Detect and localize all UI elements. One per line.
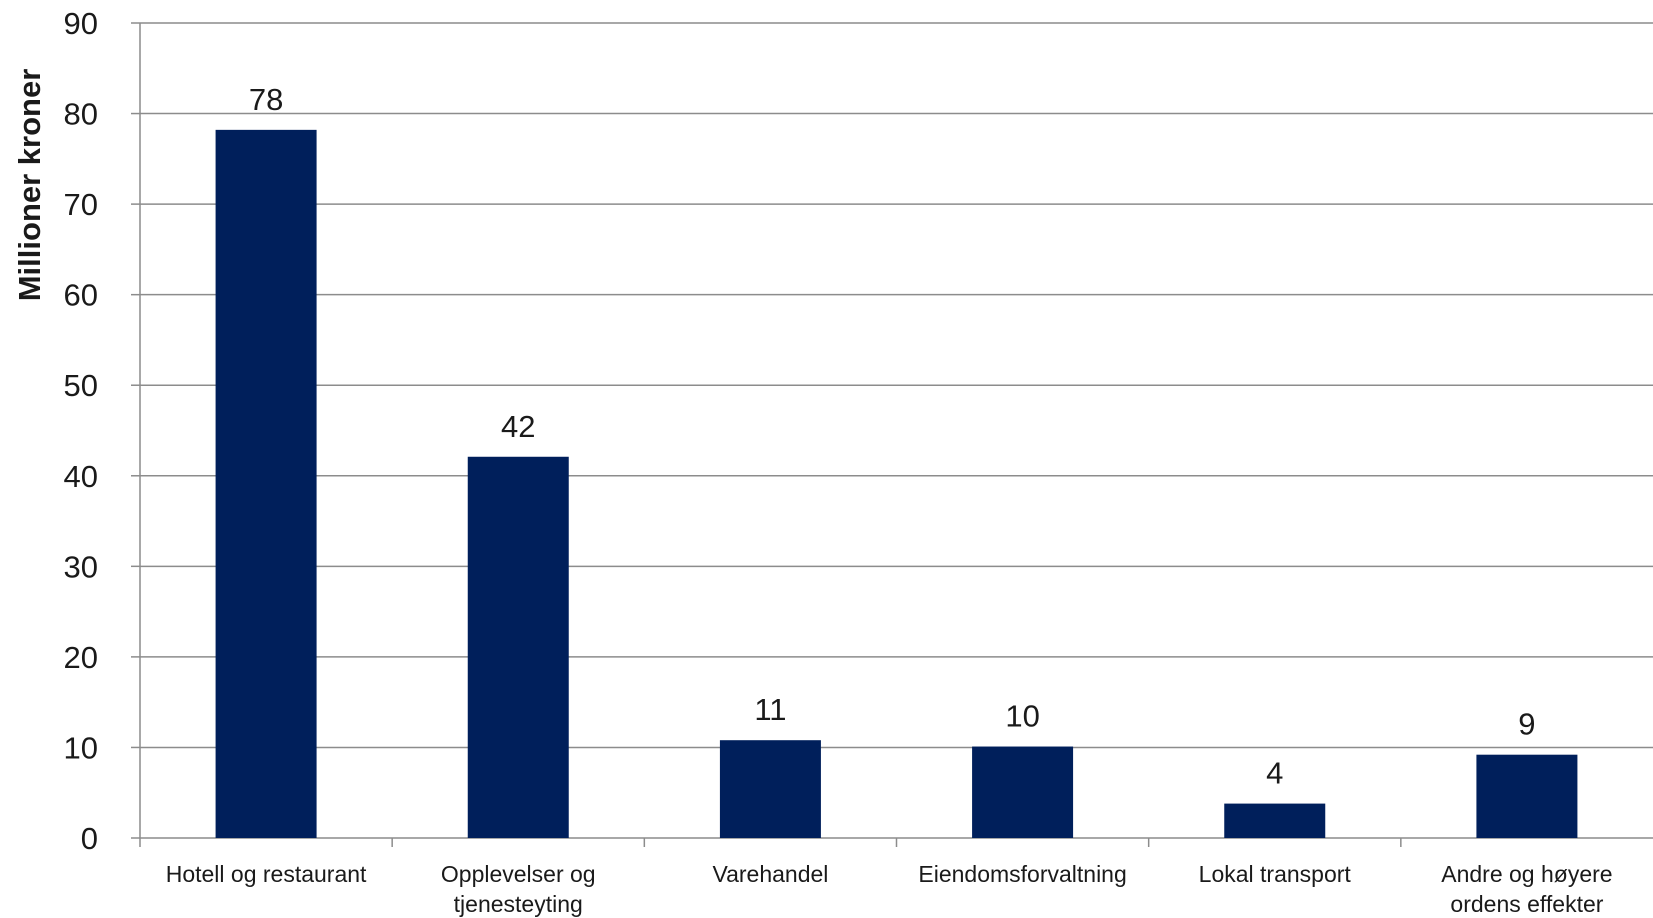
data-label: 11	[754, 692, 786, 727]
data-label: 9	[1518, 707, 1535, 742]
y-tick-label: 20	[64, 640, 98, 675]
x-tick-label-line: Eiendomsforvaltning	[918, 861, 1126, 887]
x-tick-label-line: Opplevelser og	[441, 861, 596, 887]
data-label: 78	[249, 82, 283, 117]
x-tick-label: Hotell og restaurant	[166, 861, 367, 887]
data-label: 42	[501, 409, 535, 444]
bar	[972, 746, 1074, 838]
x-tick-label: Lokal transport	[1199, 861, 1352, 887]
labels: 0 10 20 30 40 50 60 70 80 90 78 Hotell og restauran…	[64, 6, 1613, 917]
y-axis-title: Millioner kroner	[12, 69, 47, 302]
y-tick-label: 10	[64, 730, 98, 765]
x-tick-label: Varehandel	[712, 861, 828, 887]
y-tick-label: 0	[81, 821, 98, 856]
bar	[1476, 754, 1578, 838]
bar	[1224, 803, 1326, 838]
bar	[719, 740, 821, 838]
gridlines	[140, 22, 1653, 749]
y-tick-label: 90	[64, 6, 98, 41]
bar	[215, 129, 317, 838]
x-tick-label: Andre og høyere ordens effekter	[1441, 861, 1612, 917]
x-tick-label: Eiendomsforvaltning	[918, 861, 1126, 887]
x-tick-label-line: Lokal transport	[1199, 861, 1352, 887]
x-tick-label-line: ordens effekter	[1450, 891, 1603, 917]
y-tick-label: 70	[64, 187, 98, 222]
axes	[131, 22, 1653, 847]
y-tick-label: 30	[64, 549, 98, 584]
x-tick-label-line: Andre og høyere	[1441, 861, 1612, 887]
x-tick-label-line: tjenesteyting	[454, 891, 583, 917]
y-tick-label: 50	[64, 368, 98, 403]
data-label: 10	[1005, 699, 1039, 734]
x-tick-label-line: Varehandel	[712, 861, 828, 887]
y-tick-label: 60	[64, 278, 98, 313]
bar	[467, 456, 569, 838]
data-label: 4	[1266, 756, 1283, 791]
y-tick-label: 80	[64, 97, 98, 132]
bars	[215, 129, 1578, 838]
y-tick-label: 40	[64, 459, 98, 494]
x-tick-label-line: Hotell og restaurant	[166, 861, 367, 887]
x-tick-label: Opplevelser og tjenesteyting	[441, 861, 596, 917]
